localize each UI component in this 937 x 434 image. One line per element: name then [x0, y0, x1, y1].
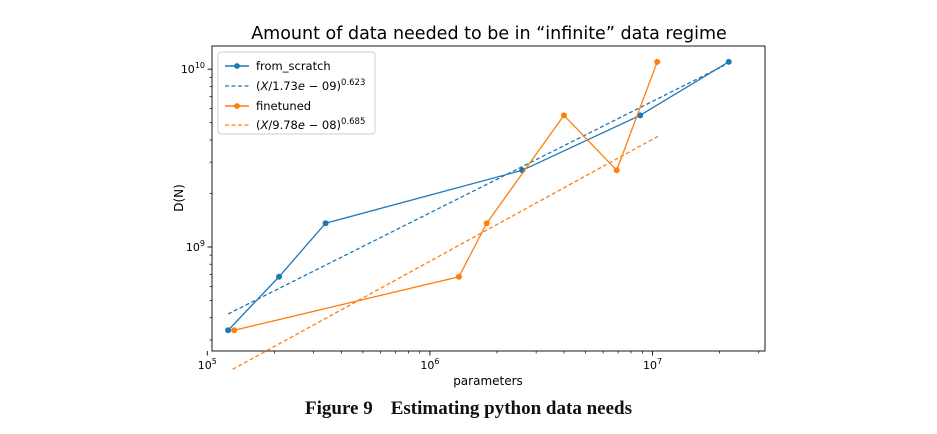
- data-point-from-scratch: [725, 58, 732, 65]
- legend-marker-from-scratch: [234, 63, 240, 69]
- legend-box: [217, 51, 376, 135]
- fit-minus: −: [305, 79, 322, 93]
- fit-var: X: [260, 118, 270, 132]
- data-point-finetuned: [613, 167, 620, 174]
- data-point-finetuned: [654, 58, 661, 65]
- major-ticks: 105 106 107 109 1010: [181, 61, 662, 372]
- legend-label-from-scratch: from_scratch: [256, 59, 331, 73]
- fit-mid: /1.73: [268, 79, 297, 93]
- y-axis-label: D(N): [172, 184, 186, 212]
- fit-e: e: [298, 118, 305, 132]
- data-point-from-scratch: [276, 273, 283, 280]
- series-layer: [225, 58, 732, 370]
- data-point-finetuned: [455, 273, 462, 280]
- legend-label-finetuned: finetuned: [256, 99, 311, 113]
- fit-tail: 09): [322, 79, 341, 93]
- series-line-fit-finetuned: [232, 135, 659, 370]
- data-point-from-scratch: [322, 220, 329, 227]
- legend-label-fit-finetuned: (X/9.78e − 08)0.685: [256, 117, 365, 132]
- data-point-from-scratch: [637, 112, 644, 119]
- fit-exponent: 0.685: [341, 117, 365, 127]
- series-line-fit-from-scratch: [227, 64, 725, 315]
- data-point-finetuned: [231, 327, 238, 334]
- chart: Amount of data needed to be in “infinite…: [172, 24, 766, 388]
- fit-prefix: (: [256, 79, 261, 93]
- fit-exponent: 0.623: [341, 78, 365, 88]
- fit-tail: 08): [322, 118, 341, 132]
- minor-ticks: [209, 76, 760, 354]
- legend-marker-finetuned: [234, 103, 240, 109]
- fit-minus: −: [305, 118, 322, 132]
- plot-area-frame: [211, 45, 766, 352]
- fit-var: X: [260, 79, 270, 93]
- figure-caption: Figure 9 Estimating python data needs: [0, 398, 937, 420]
- figure-caption-text: Estimating python data needs: [390, 398, 632, 419]
- fit-e: e: [298, 79, 305, 93]
- x-tick-label: 105: [198, 357, 217, 372]
- x-tick-label: 106: [420, 357, 439, 372]
- x-axis-label: parameters: [453, 374, 523, 388]
- x-tick-label: 107: [643, 357, 662, 372]
- figure-label: Figure 9: [305, 398, 373, 419]
- data-point-finetuned: [483, 220, 490, 227]
- series-line-finetuned: [233, 61, 658, 331]
- fit-mid: /9.78: [268, 118, 297, 132]
- legend: from_scratch (X/1.73e − 09)0.623 finetun…: [217, 51, 376, 135]
- y-tick-label: 1010: [181, 61, 205, 76]
- series-line-from-scratch: [227, 61, 730, 331]
- fit-prefix: (: [256, 118, 261, 132]
- data-point-from-scratch: [225, 327, 232, 334]
- data-point-finetuned: [560, 112, 567, 119]
- legend-label-fit-from-scratch: (X/1.73e − 09)0.623: [256, 78, 365, 93]
- y-tick-label: 109: [186, 239, 205, 254]
- chart-title: Amount of data needed to be in “infinite…: [251, 24, 727, 44]
